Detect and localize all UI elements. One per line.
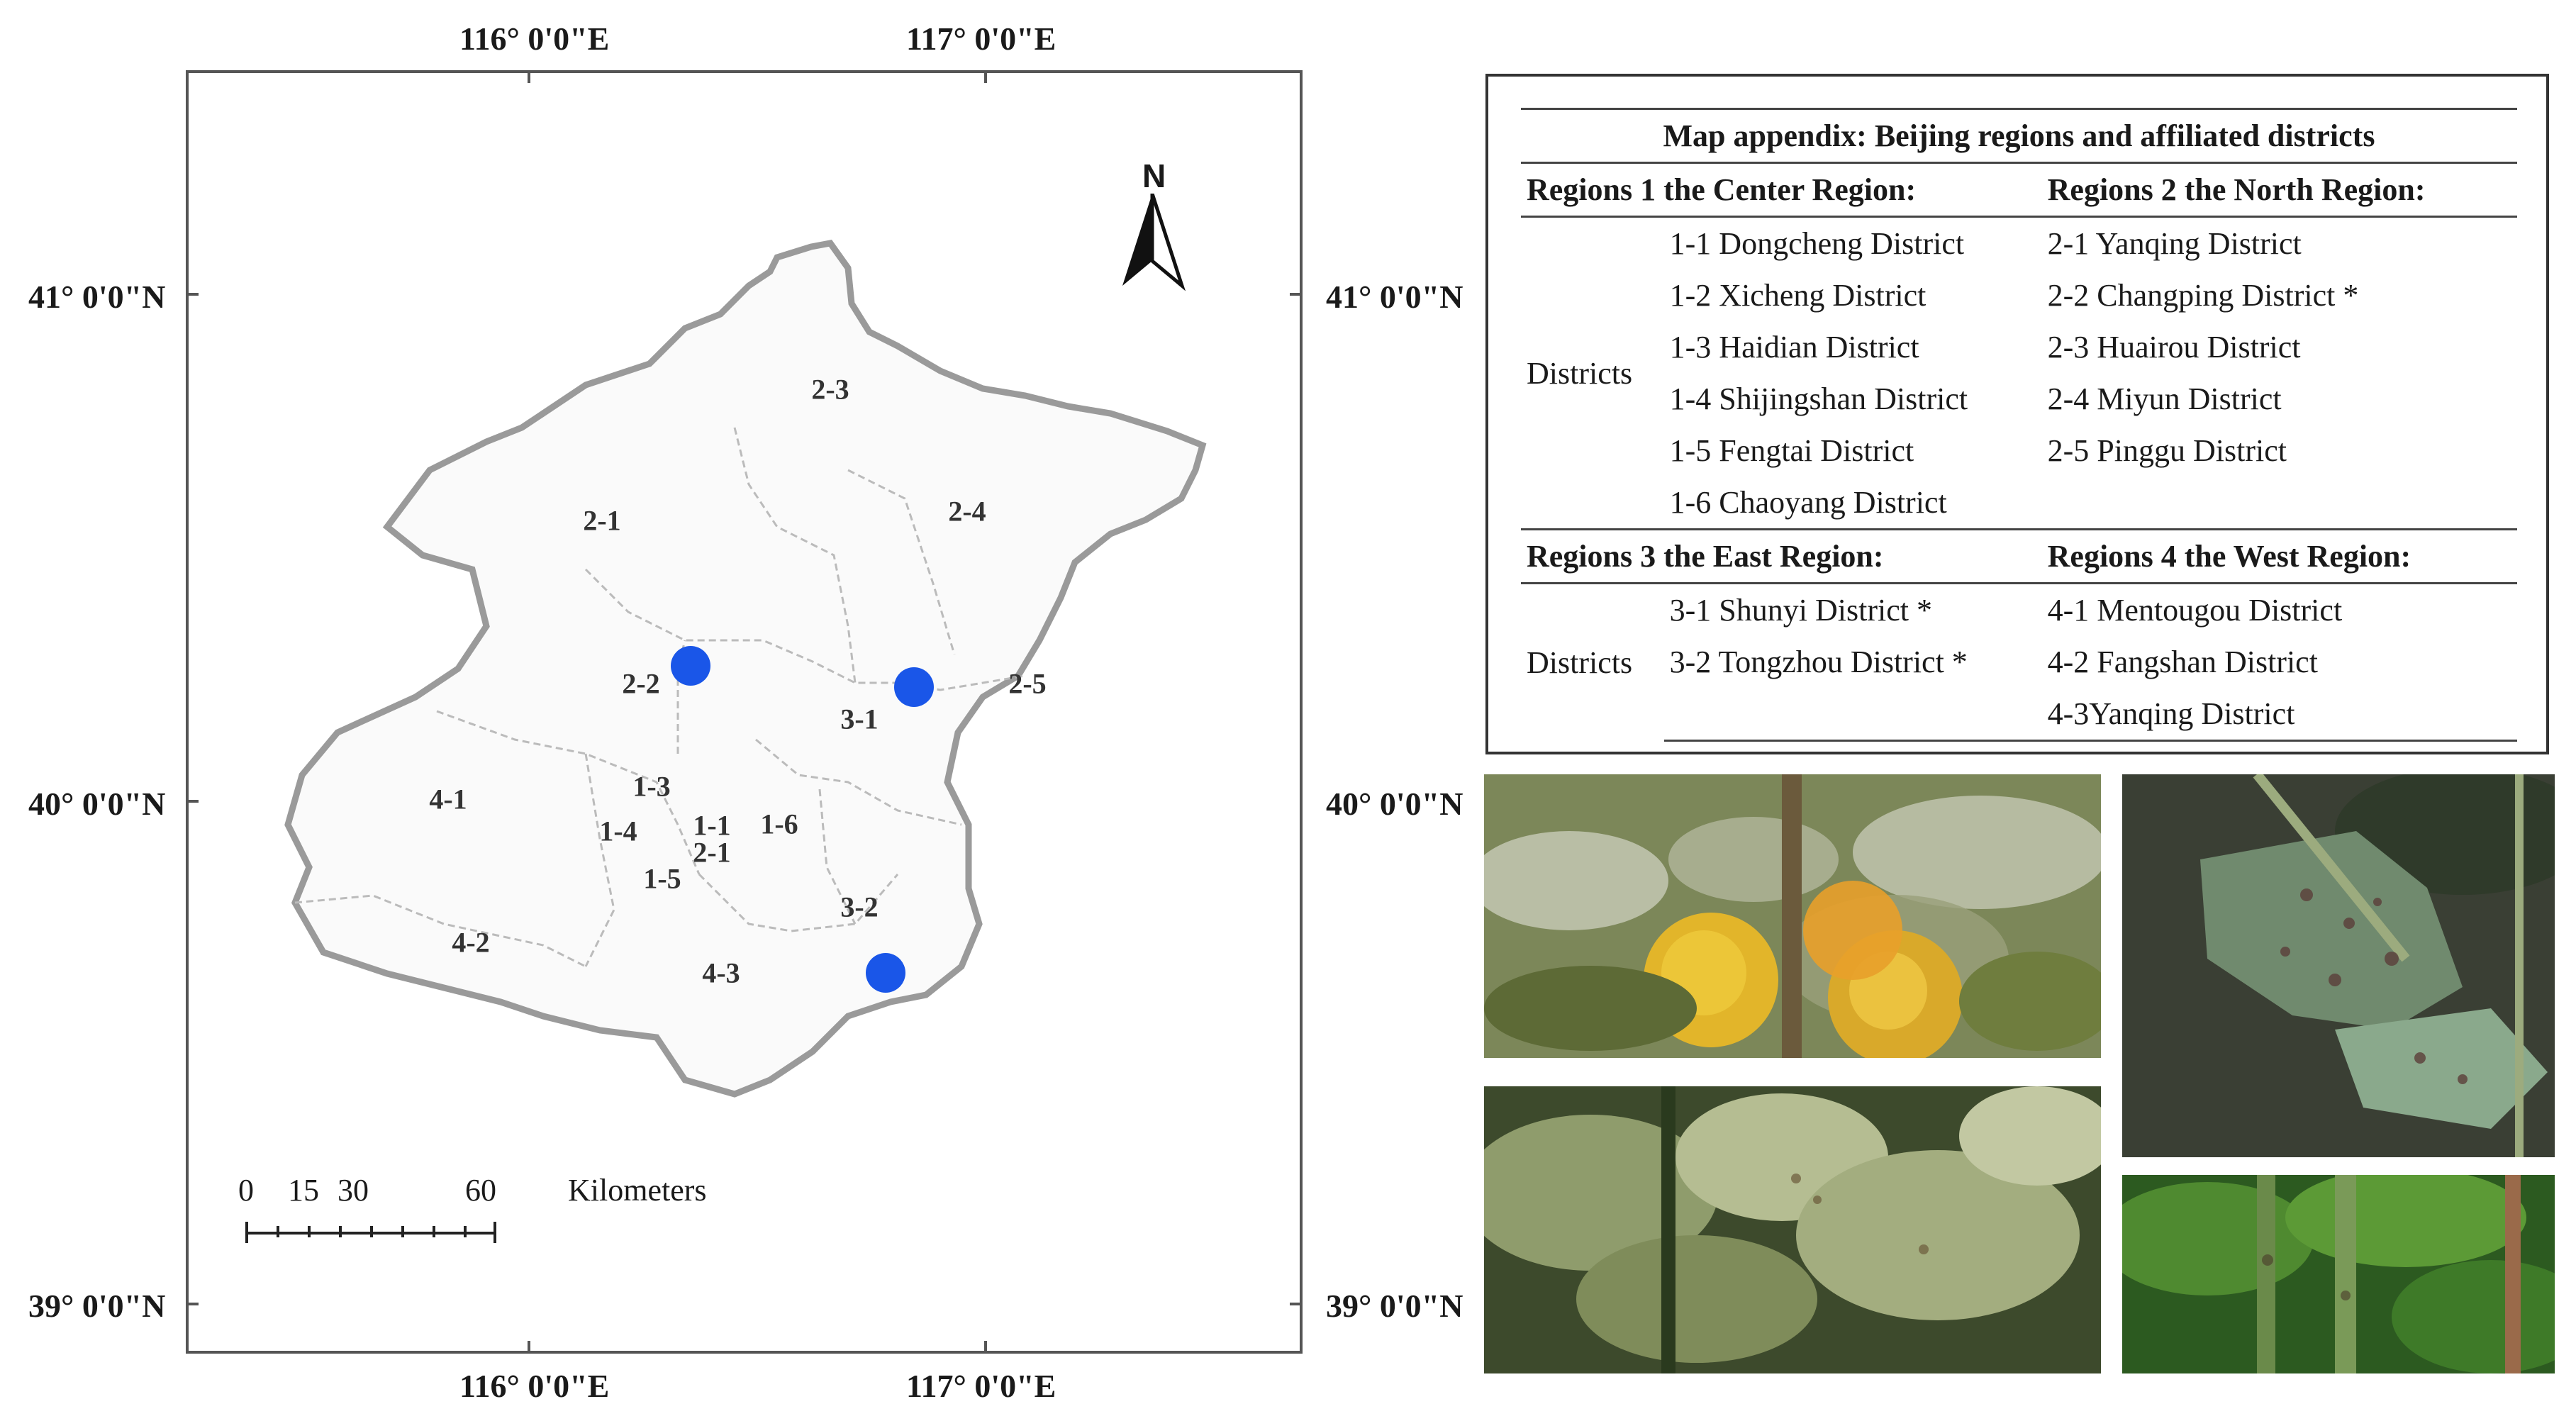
district-label: 1-3 [632, 770, 671, 803]
region1-district: 1-3 Haidian District [1669, 330, 1919, 364]
north-label: N [1142, 157, 1166, 194]
lat-label-right-41: 41° 0'0"N [1326, 279, 1463, 315]
region1-district: 1-1 Dongcheng District [1669, 226, 1965, 261]
sampling-site-marker [894, 667, 934, 707]
beijing-map [189, 73, 1300, 1351]
tomato-stem-photo [2122, 1175, 2555, 1373]
lat-label-left-41: 41° 0'0"N [28, 279, 166, 315]
district-label: 2-1 [693, 836, 731, 869]
district-label: 3-2 [840, 891, 879, 923]
region4-header: Regions 4 the West Region: [2041, 528, 2517, 584]
region2-district: 2-5 Pinggu District [2047, 433, 2287, 468]
legend-title: Map appendix: Beijing regions and affili… [1521, 108, 2517, 164]
district-label: 4-2 [452, 926, 490, 959]
lon-label-bottom-116: 116° 0'0"E [459, 1368, 610, 1404]
tomato-fruit-disease-photo [1484, 774, 2101, 1058]
region1-district: 1-2 Xicheng District [1669, 278, 1927, 313]
lat-label-left-40: 40° 0'0"N [28, 786, 166, 822]
region2-header: Regions 2 the North Region: [2041, 162, 2517, 218]
scale-bar-tick-label: 0 [238, 1173, 254, 1208]
region1-district: 1-4 Shijingshan District [1669, 381, 1968, 416]
region2-district: 2-2 Changping District * [2047, 278, 2359, 313]
north-arrow: N [1122, 157, 1200, 291]
region2-district: 2-4 Miyun District [2047, 381, 2282, 416]
tomato-leaf-spot-photo [2122, 774, 2555, 1157]
frame-ticks [189, 73, 1300, 1351]
scale-bar-tick-label: 15 [288, 1173, 319, 1208]
region2-district: 2-1 Yanqing District [2047, 226, 2302, 261]
tomato-foliage-photo [1484, 1086, 2101, 1373]
region4-district: 4-1 Mentougou District [2047, 593, 2343, 628]
map-appendix-legend: Map appendix: Beijing regions and affili… [1485, 74, 2549, 754]
district-label: 4-1 [429, 783, 467, 815]
districts-label-1: Districts [1527, 355, 1633, 391]
legend-table: Map appendix: Beijing regions and affili… [1521, 108, 2517, 742]
sampling-site-marker [866, 953, 905, 993]
district-label: 1-1 [693, 809, 731, 842]
region3-district: 3-2 Tongzhou District * [1669, 645, 1968, 679]
district-label: 1-6 [760, 808, 798, 840]
region1-header: Regions 1 the Center Region: [1521, 162, 2042, 218]
lat-label-right-40: 40° 0'0"N [1326, 786, 1463, 822]
lon-label-bottom-117: 117° 0'0"E [906, 1368, 1056, 1404]
scale-bar-unit: Kilometers [568, 1173, 707, 1208]
district-label: 2-3 [811, 373, 849, 406]
districts-label-2: Districts [1527, 645, 1633, 680]
district-label: 1-5 [643, 862, 681, 895]
region1-district: 1-6 Chaoyang District [1669, 485, 1947, 520]
map-frame: 2-3 2-1 2-4 2-2 2-5 3-1 1-3 4-1 1-4 1-1 2-1 1-6 1-5 3… [186, 70, 1303, 1354]
district-label: 2-4 [948, 495, 986, 528]
region3-district: 3-1 Shunyi District * [1669, 593, 1932, 628]
scale-bar-tick-label: 30 [338, 1173, 369, 1208]
scale-bar-line [245, 1222, 496, 1243]
region1-district: 1-5 Fengtai District [1669, 433, 1914, 468]
district-label: 3-1 [840, 703, 879, 735]
region4-district: 4-3Yanqing District [2041, 688, 2517, 742]
lon-label-top-117: 117° 0'0"E [906, 21, 1056, 57]
sampling-site-marker [671, 646, 710, 686]
district-label: 2-5 [1008, 667, 1047, 700]
region4-district: 4-2 Fangshan District [2047, 645, 2318, 679]
region3-header: Regions 3 the East Region: [1521, 528, 2042, 584]
scale-bar-tick-label: 60 [465, 1173, 496, 1208]
beijing-boundary [284, 240, 1207, 1098]
district-label: 2-1 [583, 504, 621, 537]
region2-district: 2-3 Huairou District [2047, 330, 2301, 364]
scale-bar: 0 15 30 60 Kilometers [238, 1172, 735, 1257]
district-label: 4-3 [702, 957, 740, 989]
lon-label-top-116: 116° 0'0"E [459, 21, 610, 57]
north-arrow-icon [1122, 194, 1186, 291]
district-label: 1-4 [599, 815, 637, 847]
lat-label-left-39: 39° 0'0"N [28, 1288, 166, 1324]
lat-label-right-39: 39° 0'0"N [1326, 1288, 1463, 1324]
district-label: 2-2 [622, 667, 660, 700]
